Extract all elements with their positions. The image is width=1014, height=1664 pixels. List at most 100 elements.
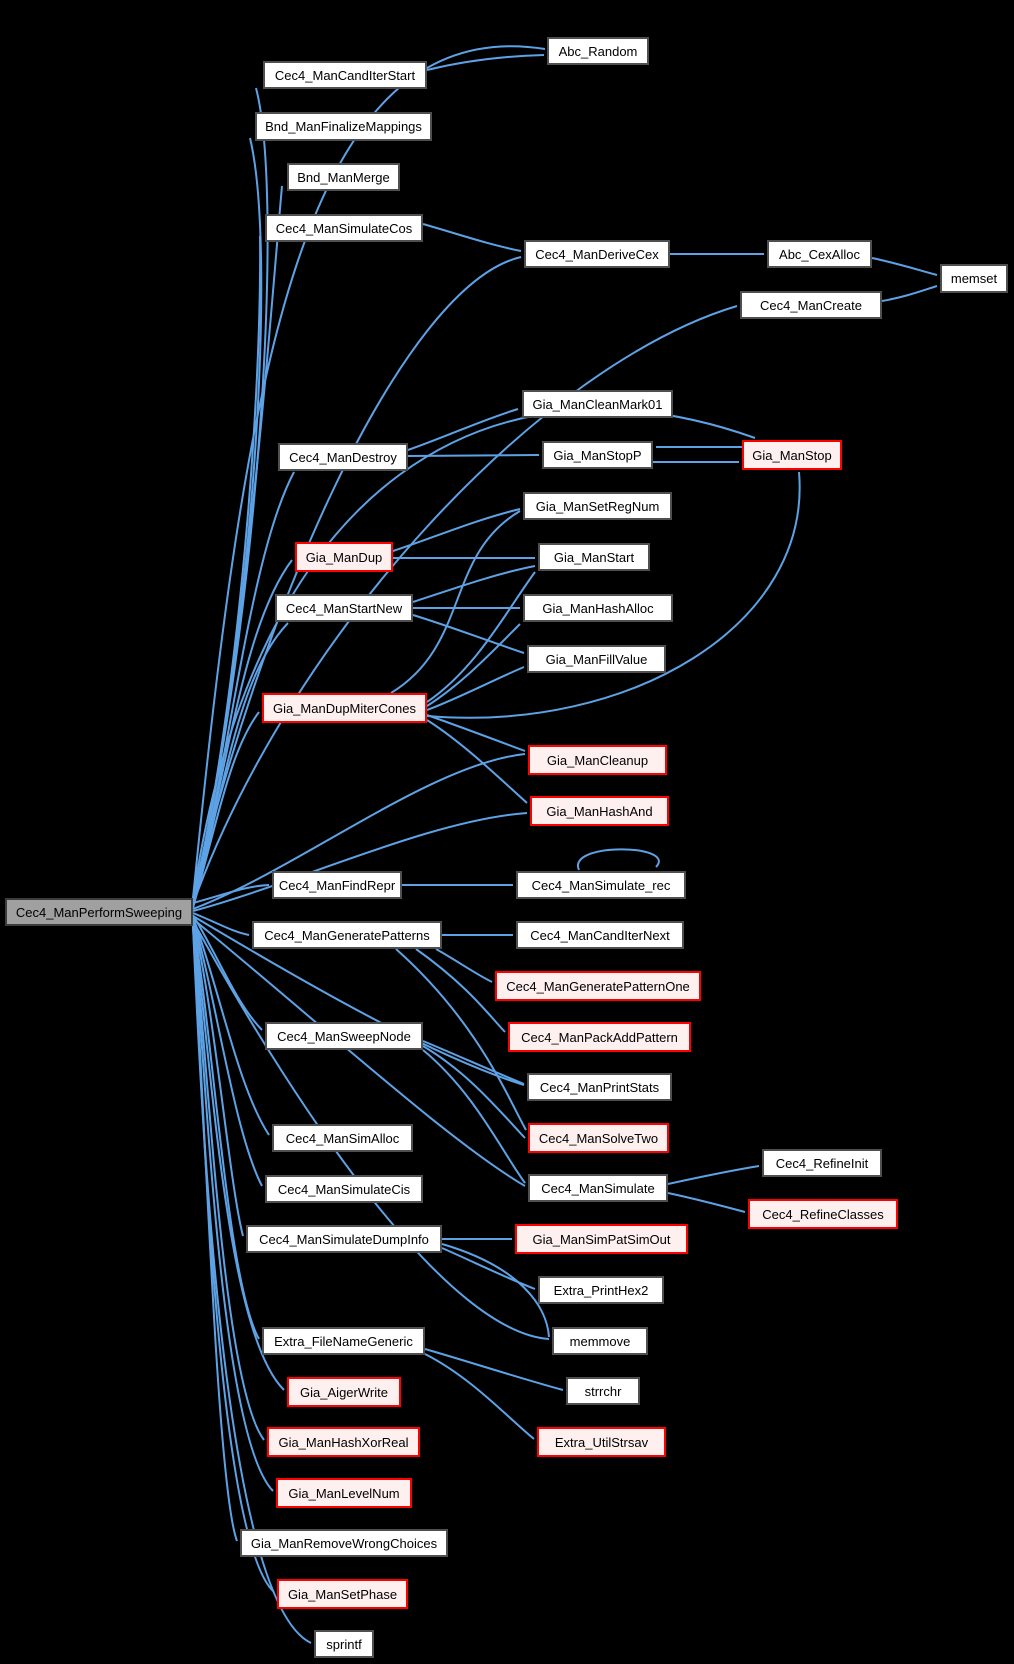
- call-edge-destroy-to-stopP: [407, 454, 540, 457]
- graph-node-sprintf[interactable]: sprintf: [314, 1630, 374, 1658]
- call-edge-create-to-memset: [881, 285, 938, 302]
- graph-node-hashAlloc[interactable]: Gia_ManHashAlloc: [523, 594, 673, 622]
- call-edge-root-to-dumpInfo: [192, 919, 244, 1237]
- graph-node-levelNum[interactable]: Gia_ManLevelNum: [276, 1478, 412, 1508]
- graph-node-cexAlloc[interactable]: Abc_CexAlloc: [767, 240, 872, 268]
- graph-node-printStats[interactable]: Cec4_ManPrintStats: [527, 1073, 672, 1101]
- call-edge-root-to-candIterStart: [192, 87, 269, 900]
- call-edge-root-to-abcRandom: [192, 45, 546, 899]
- call-edge-root-to-bndMerge: [192, 185, 283, 902]
- call-edge-genPatterns-to-packAddPattern: [415, 948, 506, 1033]
- call-edge-root-to-findRepr: [192, 884, 270, 904]
- call-edge-miterCones-to-hashAlloc: [426, 623, 521, 707]
- call-edge-simulate-to-refineClasses: [667, 1192, 746, 1213]
- graph-node-cleanup[interactable]: Gia_ManCleanup: [528, 745, 667, 775]
- call-edge-simulateRec-to-simulateRec: [577, 848, 660, 871]
- graph-node-simulateCos[interactable]: Cec4_ManSimulateCos: [265, 214, 423, 242]
- graph-node-setRegNum[interactable]: Gia_ManSetRegNum: [523, 492, 672, 520]
- call-edge-simulate-to-refineInit: [667, 1165, 760, 1185]
- graph-node-abcRandom[interactable]: Abc_Random: [547, 37, 649, 65]
- graph-node-start[interactable]: Gia_ManStart: [538, 543, 650, 571]
- call-edge-root-to-hashXorReal: [192, 923, 265, 1441]
- call-edge-root-to-printStats: [192, 915, 525, 1086]
- call-edge-fileNameGeneric-to-utilStrsav: [424, 1353, 535, 1440]
- graph-node-utilStrsav[interactable]: Extra_UtilStrsav: [537, 1427, 666, 1457]
- graph-node-hashXorReal[interactable]: Gia_ManHashXorReal: [267, 1427, 420, 1457]
- graph-node-bndFinalize[interactable]: Bnd_ManFinalizeMappings: [255, 112, 432, 141]
- call-edge-sweepNode-to-solveTwo: [422, 1045, 526, 1139]
- graph-node-aigerWrite[interactable]: Gia_AigerWrite: [287, 1377, 401, 1407]
- graph-node-refineInit[interactable]: Cec4_RefineInit: [762, 1149, 882, 1177]
- graph-node-simulateCis[interactable]: Cec4_ManSimulateCis: [265, 1175, 423, 1203]
- call-edge-root-to-startNew: [192, 622, 289, 908]
- call-edge-sweepNode-to-printStats: [422, 1040, 525, 1085]
- call-edge-genPatterns-to-genPatternOne: [435, 948, 493, 983]
- call-edge-root-to-sweepNode: [192, 914, 263, 1031]
- graph-node-root[interactable]: Cec4_ManPerformSweeping: [5, 898, 193, 926]
- call-edge-fileNameGeneric-to-strrchr: [424, 1348, 564, 1391]
- graph-node-setPhase[interactable]: Gia_ManSetPhase: [277, 1579, 408, 1609]
- call-edge-root-to-simAlloc: [192, 916, 270, 1136]
- call-edge-root-to-deriveCex: [192, 256, 522, 904]
- call-edge-root-to-simulateCos: [192, 235, 262, 903]
- graph-node-bndMerge[interactable]: Bnd_ManMerge: [287, 163, 400, 191]
- graph-node-simPatSimOut[interactable]: Gia_ManSimPatSimOut: [515, 1224, 688, 1254]
- call-edge-root-to-simulateCis: [192, 917, 263, 1187]
- call-edge-root-to-create: [192, 305, 738, 905]
- graph-node-packAddPattern[interactable]: Cec4_ManPackAddPattern: [508, 1022, 691, 1052]
- call-edge-root-to-levelNum: [192, 924, 274, 1492]
- call-edge-destroy-to-cleanMark01: [407, 408, 519, 451]
- graph-node-candIterNext[interactable]: Cec4_ManCandIterNext: [516, 921, 684, 949]
- graph-node-dup[interactable]: Gia_ManDup: [295, 542, 393, 572]
- graph-node-simulateRec[interactable]: Cec4_ManSimulate_rec: [516, 871, 686, 899]
- call-edge-startNew-to-start: [412, 565, 536, 603]
- call-edge-simulateCos-to-deriveCex: [422, 223, 522, 252]
- graph-node-sweepNode[interactable]: Cec4_ManSweepNode: [265, 1022, 423, 1050]
- graph-node-deriveCex[interactable]: Cec4_ManDeriveCex: [524, 240, 670, 268]
- call-edge-root-to-hashAnd: [192, 812, 528, 912]
- graph-node-simAlloc[interactable]: Cec4_ManSimAlloc: [272, 1124, 413, 1152]
- call-edge-candIterStart-to-abcRandom: [426, 54, 545, 71]
- graph-node-startNew[interactable]: Cec4_ManStartNew: [275, 594, 413, 622]
- graph-node-destroy[interactable]: Cec4_ManDestroy: [278, 443, 408, 471]
- call-edge-cexAlloc-to-memset: [871, 257, 938, 276]
- call-edge-root-to-memmove: [192, 920, 550, 1340]
- graph-node-simulate[interactable]: Cec4_ManSimulate: [528, 1174, 668, 1202]
- graph-node-stopP[interactable]: Gia_ManStopP: [542, 441, 653, 469]
- call-edge-dumpInfo-to-printHex2: [441, 1247, 536, 1290]
- call-edge-startNew-to-fillValue: [412, 614, 525, 654]
- graph-node-memmove[interactable]: memmove: [552, 1327, 648, 1355]
- call-edge-miterCones-to-setRegNum: [390, 510, 521, 694]
- graph-node-refineClasses[interactable]: Cec4_RefineClasses: [748, 1199, 898, 1229]
- call-edge-root-to-stop: [192, 408, 756, 900]
- call-edge-miterCones-to-stop: [426, 471, 801, 719]
- call-edge-dup-to-setRegNum: [392, 508, 521, 552]
- graph-node-dumpInfo[interactable]: Cec4_ManSimulateDumpInfo: [246, 1225, 442, 1253]
- graph-node-fileNameGeneric[interactable]: Extra_FileNameGeneric: [262, 1327, 425, 1355]
- call-edge-miterCones-to-hashAnd: [426, 719, 528, 804]
- graph-node-genPatterns[interactable]: Cec4_ManGeneratePatterns: [252, 921, 442, 949]
- graph-node-strrchr[interactable]: strrchr: [566, 1377, 640, 1405]
- graph-node-printHex2[interactable]: Extra_PrintHex2: [538, 1276, 664, 1304]
- call-edge-miterCones-to-start: [426, 571, 536, 703]
- graph-node-removeWrong[interactable]: Gia_ManRemoveWrongChoices: [240, 1529, 448, 1557]
- call-edge-sweepNode-to-simulate: [422, 1049, 526, 1184]
- graph-node-memset[interactable]: memset: [940, 264, 1008, 293]
- graph-node-miterCones[interactable]: Gia_ManDupMiterCones: [262, 693, 427, 723]
- graph-node-cleanMark01[interactable]: Gia_ManCleanMark01: [522, 390, 673, 418]
- graph-node-stop[interactable]: Gia_ManStop: [742, 440, 842, 470]
- graph-node-create[interactable]: Cec4_ManCreate: [740, 291, 882, 319]
- graph-node-solveTwo[interactable]: Cec4_ManSolveTwo: [528, 1123, 669, 1153]
- call-edge-root-to-miterCones: [192, 711, 260, 909]
- graph-node-genPatternOne[interactable]: Cec4_ManGeneratePatternOne: [495, 971, 701, 1001]
- call-edge-miterCones-to-fillValue: [426, 666, 525, 711]
- graph-node-fillValue[interactable]: Gia_ManFillValue: [527, 645, 666, 673]
- call-edge-root-to-genPatterns: [192, 912, 250, 936]
- call-edge-genPatterns-to-solveTwo: [395, 948, 527, 1131]
- graph-node-hashAnd[interactable]: Gia_ManHashAnd: [530, 796, 669, 826]
- graph-node-candIterStart[interactable]: Cec4_ManCandIterStart: [263, 61, 427, 89]
- call-edge-miterCones-to-cleanup: [426, 714, 526, 752]
- graph-node-findRepr[interactable]: Cec4_ManFindRepr: [272, 871, 402, 899]
- call-edge-root-to-simulate: [192, 918, 526, 1187]
